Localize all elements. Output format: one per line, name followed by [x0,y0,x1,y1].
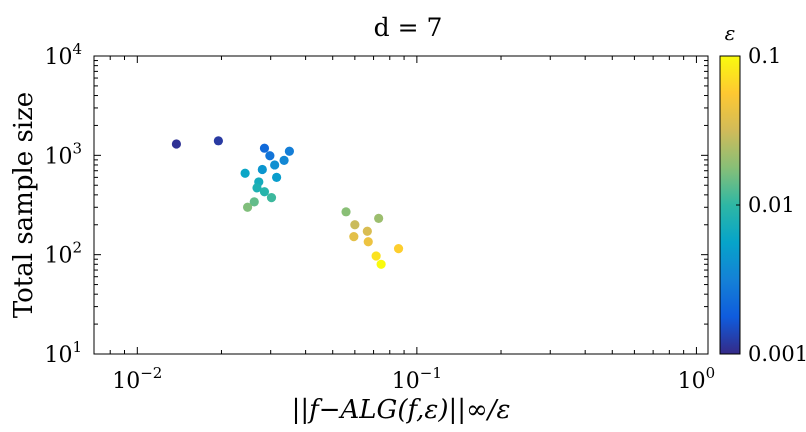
data-point [341,207,351,217]
data-point [374,213,384,223]
data-point [266,193,277,203]
colorbar-tick-label: 0.1 [748,44,781,68]
data-point [272,172,282,182]
y-axis-label: Total sample size [9,92,39,318]
y-tick-label: 101 [44,338,82,368]
data-point [252,183,262,193]
data-point [240,168,250,178]
colorbar-tick-label: 0.01 [748,193,795,217]
x-axis-label: ||f−ALG(f,ε)||∞/ε [292,395,511,425]
colorbar-tick-label: 0.001 [748,342,806,366]
x-tick-label: 10−2 [112,364,162,394]
data-point [213,136,223,146]
data-point [265,151,275,161]
x-tick-label: 100 [678,364,716,394]
data-point [259,143,270,153]
x-tick-label: 10−1 [392,364,442,394]
x-axis: 10−2 10−1 100 [93,56,716,394]
data-point [349,232,359,242]
data-point [350,220,360,230]
data-point [270,160,280,170]
data-point [279,155,289,165]
colorbar-label: ε [725,21,736,45]
data-point [371,251,381,261]
chart-title: d = 7 [374,13,443,42]
colorbar-ticks: 0.1 0.01 0.001 [736,44,806,366]
data-point [362,226,372,236]
data-point [171,139,182,149]
y-axis: 101 102 103 104 [44,40,708,368]
y-tick-label: 104 [44,40,82,70]
data-points [171,136,404,269]
y-tick-label: 102 [44,239,82,269]
data-point [284,146,295,156]
data-point [393,244,404,254]
data-point [376,259,386,269]
data-point [363,237,373,247]
data-point [249,197,259,207]
plot-area [93,55,709,355]
data-point [259,187,270,197]
data-point [257,164,267,175]
data-point [242,202,253,212]
y-tick-label: 103 [44,139,82,169]
